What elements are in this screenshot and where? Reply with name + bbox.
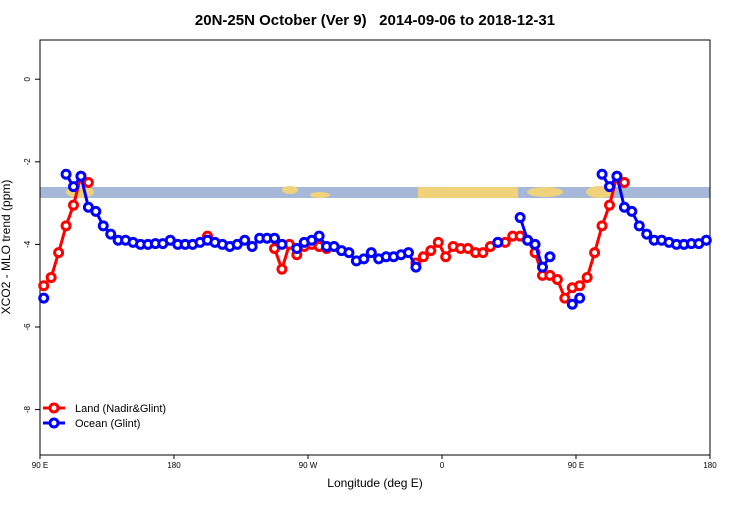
data-point	[559, 292, 571, 304]
y-tick-label: -2	[23, 158, 32, 166]
data-point	[566, 298, 578, 310]
data-point	[239, 234, 251, 246]
legend-marker	[48, 402, 60, 414]
data-point	[574, 292, 586, 304]
data-point	[544, 251, 556, 263]
data-point	[700, 234, 712, 246]
data-point	[492, 236, 504, 248]
data-point	[529, 238, 541, 250]
legend-label: Land (Nadir&Glint)	[75, 403, 166, 415]
data-point	[410, 261, 422, 273]
data-point	[626, 205, 638, 217]
data-point	[68, 199, 79, 211]
data-point	[440, 251, 452, 263]
data-point	[574, 280, 586, 292]
data-point	[641, 228, 653, 240]
plot-frame	[39, 39, 711, 456]
data-point	[581, 271, 593, 283]
data-point	[477, 247, 489, 259]
data-point	[82, 176, 94, 188]
data-point	[417, 251, 429, 263]
x-axis-label: Longitude (deg E)	[327, 476, 422, 490]
data-point	[604, 181, 615, 193]
y-tick-label: -8	[23, 405, 32, 413]
chart-title: 20N-25N October (Ver 9) 2014-09-06 to 20…	[195, 12, 555, 29]
data-point	[596, 168, 608, 180]
data-point	[276, 238, 288, 250]
data-point	[425, 245, 437, 257]
data-point	[596, 220, 608, 232]
x-tick-label: 90 E	[32, 461, 48, 470]
data-point	[38, 292, 50, 304]
data-point	[269, 232, 280, 244]
data-point	[365, 247, 377, 259]
data-point	[38, 280, 50, 292]
data-point	[618, 176, 630, 188]
data-point	[432, 236, 444, 248]
data-point	[537, 261, 548, 273]
data-point	[611, 170, 623, 182]
data-point	[60, 220, 72, 232]
legend-marker	[48, 417, 60, 429]
data-point	[313, 230, 325, 242]
x-tick-label: 90 W	[299, 461, 318, 470]
data-point	[343, 247, 355, 259]
map-band	[40, 186, 710, 198]
legend-label: Ocean (Glint)	[75, 418, 140, 430]
data-point	[276, 263, 288, 275]
data-point	[589, 247, 601, 259]
data-point	[60, 168, 72, 180]
x-tick-label: 90 E	[568, 461, 584, 470]
x-tick-label: 180	[703, 461, 717, 470]
data-point	[514, 212, 526, 224]
data-point	[604, 199, 615, 211]
y-tick-label: -4	[23, 240, 32, 248]
y-tick-label: -6	[23, 323, 32, 331]
data-point	[53, 247, 65, 259]
data-point	[358, 253, 370, 265]
x-tick-label: 0	[440, 461, 445, 470]
y-axis-label: XCO2 - MLO trend (ppm)	[0, 180, 13, 315]
x-tick-label: 180	[167, 461, 181, 470]
data-point	[403, 247, 414, 259]
data-point	[97, 220, 109, 232]
data-point	[551, 274, 563, 286]
data-point	[75, 170, 87, 182]
data-point	[291, 243, 303, 255]
data-point	[633, 220, 645, 232]
y-tick-label: 0	[23, 76, 32, 81]
data-point	[90, 205, 102, 217]
data-point	[105, 228, 117, 240]
data-point	[246, 240, 258, 252]
data-point	[68, 181, 79, 193]
data-point	[45, 271, 57, 283]
